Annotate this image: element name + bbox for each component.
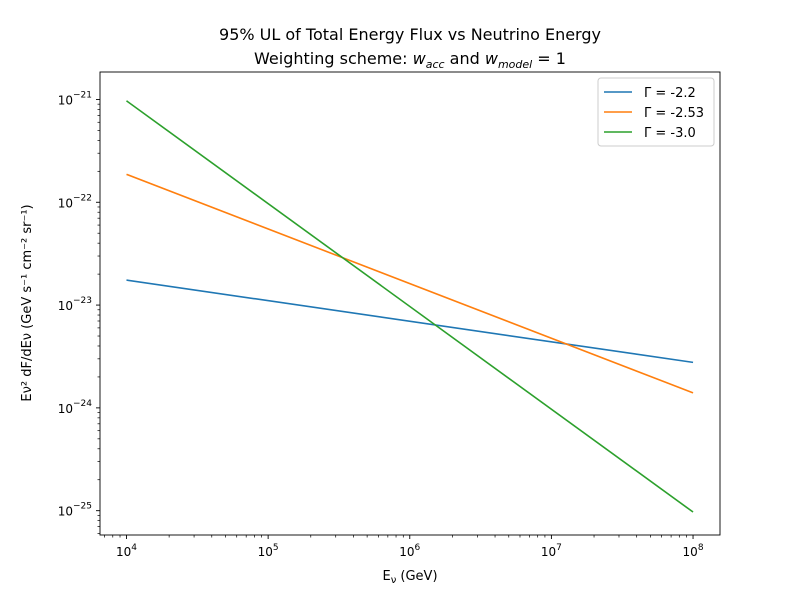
subtitle-w2: w: [485, 49, 499, 68]
y-tick-label-0: 10−25: [58, 502, 92, 519]
y-tick-label-1: 10−24: [58, 399, 93, 416]
chart-subtitle: Weighting scheme: wacc and wmodel = 1: [254, 49, 566, 71]
series-line-1: [126, 173, 694, 394]
x-axis-label-sub: ν: [391, 575, 397, 586]
subtitle-suffix: = 1: [532, 49, 566, 68]
chart-title: 95% UL of Total Energy Flux vs Neutrino …: [219, 25, 601, 44]
y-tick-label-4: 10−21: [58, 90, 92, 107]
x-tick-label-2: 106: [399, 543, 420, 559]
subtitle-sub2: model: [498, 58, 532, 71]
x-tick-label-4: 108: [683, 543, 704, 559]
subtitle-and: and: [445, 49, 485, 68]
x-axis-label: Eν (GeV): [382, 569, 437, 586]
subtitle-prefix: Weighting scheme:: [254, 49, 413, 68]
legend-label-1: Γ = -2.53: [644, 106, 704, 121]
legend-box: [597, 77, 715, 147]
y-ticks: 10−25 10−24 10−23 10−22 10−21: [58, 90, 100, 534]
x-ticks: 104 105 106 107 108: [104, 535, 704, 559]
y-tick-label-2: 10−23: [58, 296, 92, 313]
legend-label-2: Γ = -3.0: [644, 126, 696, 141]
y-axis-label: Eν² dF/dEν (GeV s⁻¹ cm⁻² sr⁻¹): [20, 204, 35, 401]
legend: Γ = -2.2 Γ = -2.53 Γ = -3.0: [597, 77, 715, 147]
y-tick-label-3: 10−22: [58, 193, 92, 210]
x-axis-label-unit: (GeV): [396, 569, 437, 584]
legend-label-0: Γ = -2.2: [644, 86, 696, 101]
x-tick-label-1: 105: [258, 543, 279, 559]
series-line-0: [126, 279, 694, 364]
subtitle-w1: w: [413, 49, 427, 68]
series-layer: [126, 100, 694, 513]
x-axis-label-main: E: [382, 569, 390, 584]
x-tick-label-3: 107: [541, 543, 562, 559]
series-line-2: [126, 100, 694, 513]
subtitle-sub1: acc: [426, 58, 445, 71]
x-tick-label-0: 104: [116, 543, 137, 559]
